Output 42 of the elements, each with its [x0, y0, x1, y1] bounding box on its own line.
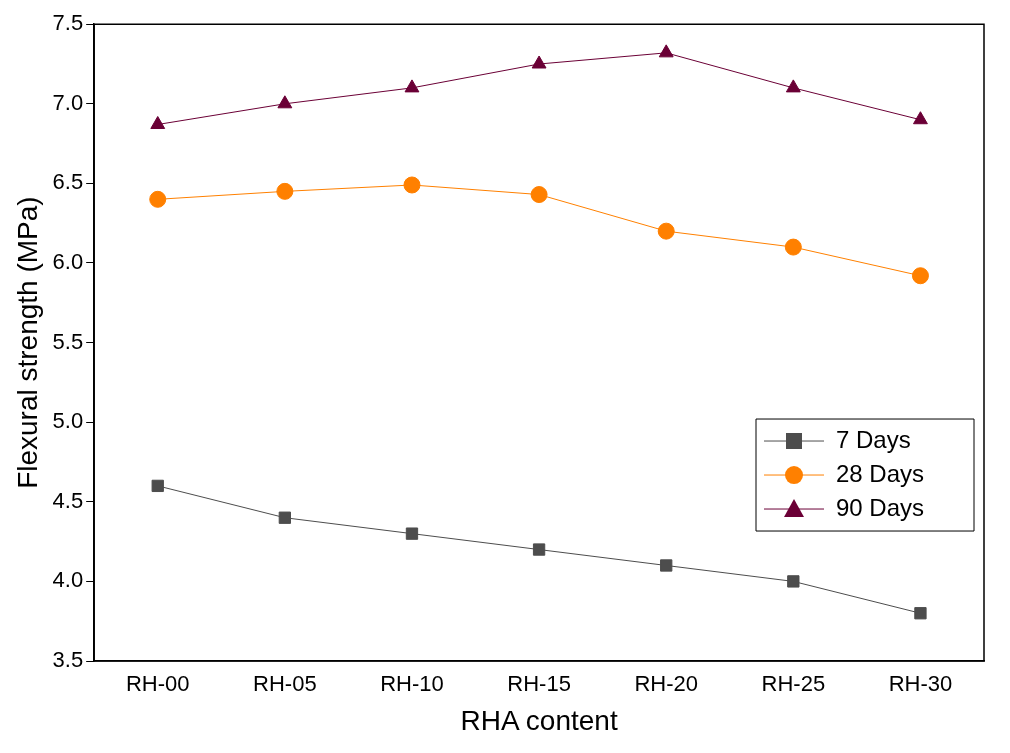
y-tick-label: 6.5	[52, 169, 84, 195]
legend-label: 7 Days	[836, 425, 911, 453]
point	[660, 559, 673, 572]
y-tick-label: 7.0	[52, 89, 84, 115]
legend-label: 28 Days	[836, 459, 925, 487]
point	[151, 479, 164, 493]
x-tick-label: RH-15	[507, 671, 571, 697]
x-tick-label: RH-30	[888, 671, 953, 697]
x-tick-label: RH-00	[125, 671, 190, 697]
x-tick-label: RH-10	[380, 671, 444, 697]
point	[784, 238, 802, 256]
y-tick-label: 5.0	[52, 408, 84, 434]
y-tick-label: 4.0	[52, 567, 84, 593]
y-tick-label: 7.5	[52, 10, 84, 36]
x-axis-title: RHA content	[460, 704, 618, 736]
point	[657, 222, 675, 240]
point	[405, 527, 419, 540]
point	[530, 186, 548, 204]
point	[403, 176, 421, 194]
y-tick-label: 5.5	[52, 328, 84, 354]
point	[913, 111, 928, 125]
point	[785, 79, 801, 93]
point	[404, 79, 420, 93]
y-axis-title: Flexural strength (MPa)	[11, 196, 43, 489]
point	[277, 95, 293, 109]
point	[911, 267, 929, 285]
point	[531, 55, 547, 69]
point	[276, 182, 294, 200]
x-tick-label: RH-25	[761, 671, 826, 697]
y-tick-label: 4.5	[52, 487, 84, 513]
point	[914, 607, 927, 620]
point	[149, 190, 167, 208]
point	[532, 543, 546, 556]
y-tick-label: 3.5	[52, 647, 84, 673]
point	[150, 116, 166, 129]
legend-label: 90 Days	[836, 493, 925, 521]
x-tick-label: RH-20	[634, 671, 698, 697]
x-tick-label: RH-05	[253, 671, 317, 697]
point	[278, 511, 292, 524]
point	[787, 575, 800, 588]
point	[658, 44, 674, 58]
y-tick-label: 6.0	[52, 249, 84, 275]
